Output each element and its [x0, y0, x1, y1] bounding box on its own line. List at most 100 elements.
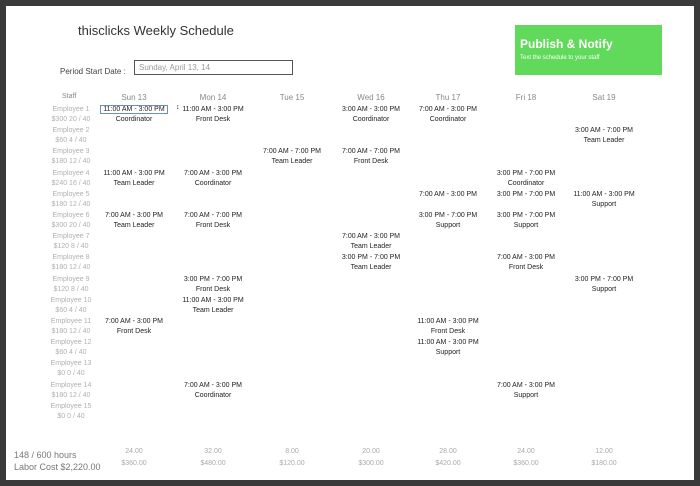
shift-cell[interactable]: 11:00 AM - 3:00 PM Support: [565, 190, 643, 210]
shift-role: Support: [591, 285, 617, 293]
employee-name: Employee 6: [52, 212, 90, 219]
shift-cell[interactable]: 7:00 AM - 7:00 PM Front Desk: [332, 147, 410, 167]
shift-cell[interactable]: 3:00 PM - 7:00 PM Support: [409, 211, 487, 231]
shift-time: 3:00 PM - 7:00 PM: [496, 190, 556, 198]
shift-time: 3:00 PM - 7:00 PM: [183, 275, 243, 283]
employee-pay-hours: $180 12 / 40: [51, 391, 91, 399]
shift-cell[interactable]: 7:00 AM - 3:00 PM Coordinator: [174, 381, 252, 401]
shift-role: Front Desk: [195, 285, 231, 293]
shift-time: 7:00 AM - 3:00 PM: [419, 190, 477, 198]
shift-role: Front Desk: [353, 158, 389, 166]
shift-cell[interactable]: 3:00 PM - 7:00 PM Team Leader: [332, 253, 410, 273]
shift-cell[interactable]: 7:00 AM - 3:00 PM Team Leader: [95, 211, 173, 231]
shift-time: 7:00 AM - 3:00 PM: [497, 381, 555, 389]
employee-name: Employee 5: [52, 190, 90, 198]
employee-pay-hours: $300 20 / 40: [51, 222, 91, 229]
employee-pay-hours: $60 4 / 40: [55, 306, 87, 314]
shift-time: 3:00 PM - 7:00 PM: [496, 212, 556, 219]
employee-pay-hours: $120 8 / 40: [53, 285, 89, 293]
employee-pay-hours: $60 4 / 40: [55, 137, 87, 145]
shift-cell[interactable]: 11:00 AM - 3:00 PM Front Desk: [174, 105, 252, 125]
employee-name: Employee 12: [50, 339, 92, 347]
employee-name: Employee 11: [50, 318, 92, 325]
shift-role: Coordinator: [507, 179, 545, 187]
shift-time: 11:00 AM - 3:00 PM: [182, 106, 244, 113]
shift-role: Support: [513, 222, 539, 229]
total-labor-cost: Labor Cost $2,220.00: [14, 462, 101, 472]
shift-role: Coordinator: [429, 116, 467, 123]
shift-cell[interactable]: 7:00 AM - 3:00 PM Team Leader: [332, 232, 410, 252]
employee-name: Employee 13: [50, 360, 92, 368]
shift-time: 11:00 AM - 3:00 PM: [100, 105, 168, 114]
shift-role: Front Desk: [116, 328, 152, 335]
employee-name: Employee 14: [50, 381, 92, 389]
shift-role: Team Leader: [350, 264, 392, 272]
total-hours: 148 / 600 hours: [14, 450, 77, 460]
shift-role: Coordinator: [115, 116, 153, 123]
shift-cell[interactable]: 7:00 AM - 3:00 PM Coordinator: [174, 169, 252, 189]
employee-name: Employee 15: [50, 402, 92, 410]
shift-cell[interactable]: 11:00 AM - 3:00 PM Team Leader: [95, 169, 173, 189]
shift-cell[interactable]: 7:00 AM - 7:00 PM Team Leader: [253, 147, 331, 167]
shift-time: 7:00 AM - 3:00 PM: [105, 318, 163, 325]
shift-time: 7:00 AM - 3:00 PM: [342, 233, 400, 241]
shift-cell[interactable]: 7:00 AM - 3:00 PM Front Desk: [487, 253, 565, 273]
shift-cell[interactable]: 11:00 AM - 3:00 PM Coordinator: [95, 105, 173, 125]
shift-cell[interactable]: 3:00 AM - 7:00 PM Team Leader: [565, 126, 643, 146]
shift-role: Team Leader: [113, 222, 155, 229]
employee-name: Employee 8: [52, 254, 90, 262]
employee-pay-hours: $240 16 / 40: [51, 179, 91, 187]
shift-cell[interactable]: 3:00 AM - 3:00 PM Coordinator: [332, 105, 410, 125]
employee-pay-hours: $180 12 / 40: [51, 328, 91, 335]
day-total-hours: 32.00: [204, 448, 222, 455]
shift-cell[interactable]: 3:00 PM - 7:00 PM Front Desk: [174, 275, 252, 295]
publish-notify-button[interactable]: Publish & Notify Text the schedule to yo…: [515, 25, 662, 75]
shift-cell[interactable]: 7:00 AM - 3:00 PM Support: [487, 381, 565, 401]
shift-role: Coordinator: [194, 179, 232, 187]
day-total-hours: 24.00: [517, 448, 535, 455]
employee-name: Employee 10: [50, 296, 92, 304]
shift-cell[interactable]: 7:00 AM - 3:00 PM: [409, 190, 487, 200]
period-start-input[interactable]: Sunday, April 13, 14: [134, 60, 293, 75]
day-total-cost: $420.00: [435, 460, 461, 467]
shift-cell[interactable]: 7:00 AM - 3:00 PM Coordinator: [409, 105, 487, 125]
shift-cell[interactable]: 11:00 AM - 3:00 PM Team Leader: [174, 296, 252, 316]
day-total-hours: 20.00: [362, 448, 380, 455]
shift-role: Front Desk: [430, 328, 466, 335]
shift-cell[interactable]: 11:00 AM - 3:00 PM Support: [409, 338, 487, 358]
shift-time: 7:00 AM - 3:00 PM: [184, 169, 242, 177]
shift-time: 3:00 PM - 7:00 PM: [574, 275, 634, 283]
shift-role: Team Leader: [113, 179, 155, 187]
resize-handle-icon[interactable]: ↕: [176, 104, 180, 111]
day-total-cost: $360.00: [121, 460, 147, 467]
shift-time: 3:00 PM - 7:00 PM: [341, 254, 401, 262]
employee-name: Employee 2: [52, 127, 90, 135]
shift-cell[interactable]: 7:00 AM - 7:00 PM Front Desk: [174, 211, 252, 231]
shift-time: 3:00 PM - 7:00 PM: [418, 212, 478, 219]
shift-cell[interactable]: 3:00 PM - 7:00 PM Coordinator: [487, 169, 565, 189]
shift-role: Front Desk: [508, 264, 544, 272]
shift-role: Front Desk: [195, 222, 231, 229]
employee-pay-hours: $120 8 / 40: [53, 243, 89, 251]
shift-time: 7:00 AM - 7:00 PM: [184, 212, 242, 219]
shift-cell[interactable]: 3:00 PM - 7:00 PM: [487, 190, 565, 200]
day-header-4: Thu 17: [435, 93, 461, 102]
shift-role: Support: [513, 391, 539, 399]
publish-notify-title: Publish & Notify: [520, 37, 613, 51]
shift-role: Coordinator: [352, 116, 390, 123]
shift-role: Support: [591, 200, 617, 208]
employee-pay-hours: $60 4 / 40: [55, 349, 87, 357]
day-total-cost: $120.00: [279, 460, 305, 467]
shift-cell[interactable]: 11:00 AM - 3:00 PM Front Desk: [409, 317, 487, 337]
day-total-cost: $300.00: [358, 460, 384, 467]
day-header-6: Sat 19: [592, 93, 616, 102]
shift-time: 7:00 AM - 7:00 PM: [342, 148, 400, 156]
employee-name: Employee 1: [52, 106, 90, 113]
page-title: thisclicks Weekly Schedule: [78, 23, 234, 38]
employee-pay-hours: $0 0 / 40: [57, 370, 85, 378]
shift-cell[interactable]: 7:00 AM - 3:00 PM Front Desk: [95, 317, 173, 337]
employee-pay-hours: $300 20 / 40: [51, 116, 91, 123]
shift-cell[interactable]: 3:00 PM - 7:00 PM Support: [487, 211, 565, 231]
shift-cell[interactable]: 3:00 PM - 7:00 PM Support: [565, 275, 643, 295]
shift-role: Team Leader: [271, 158, 313, 166]
